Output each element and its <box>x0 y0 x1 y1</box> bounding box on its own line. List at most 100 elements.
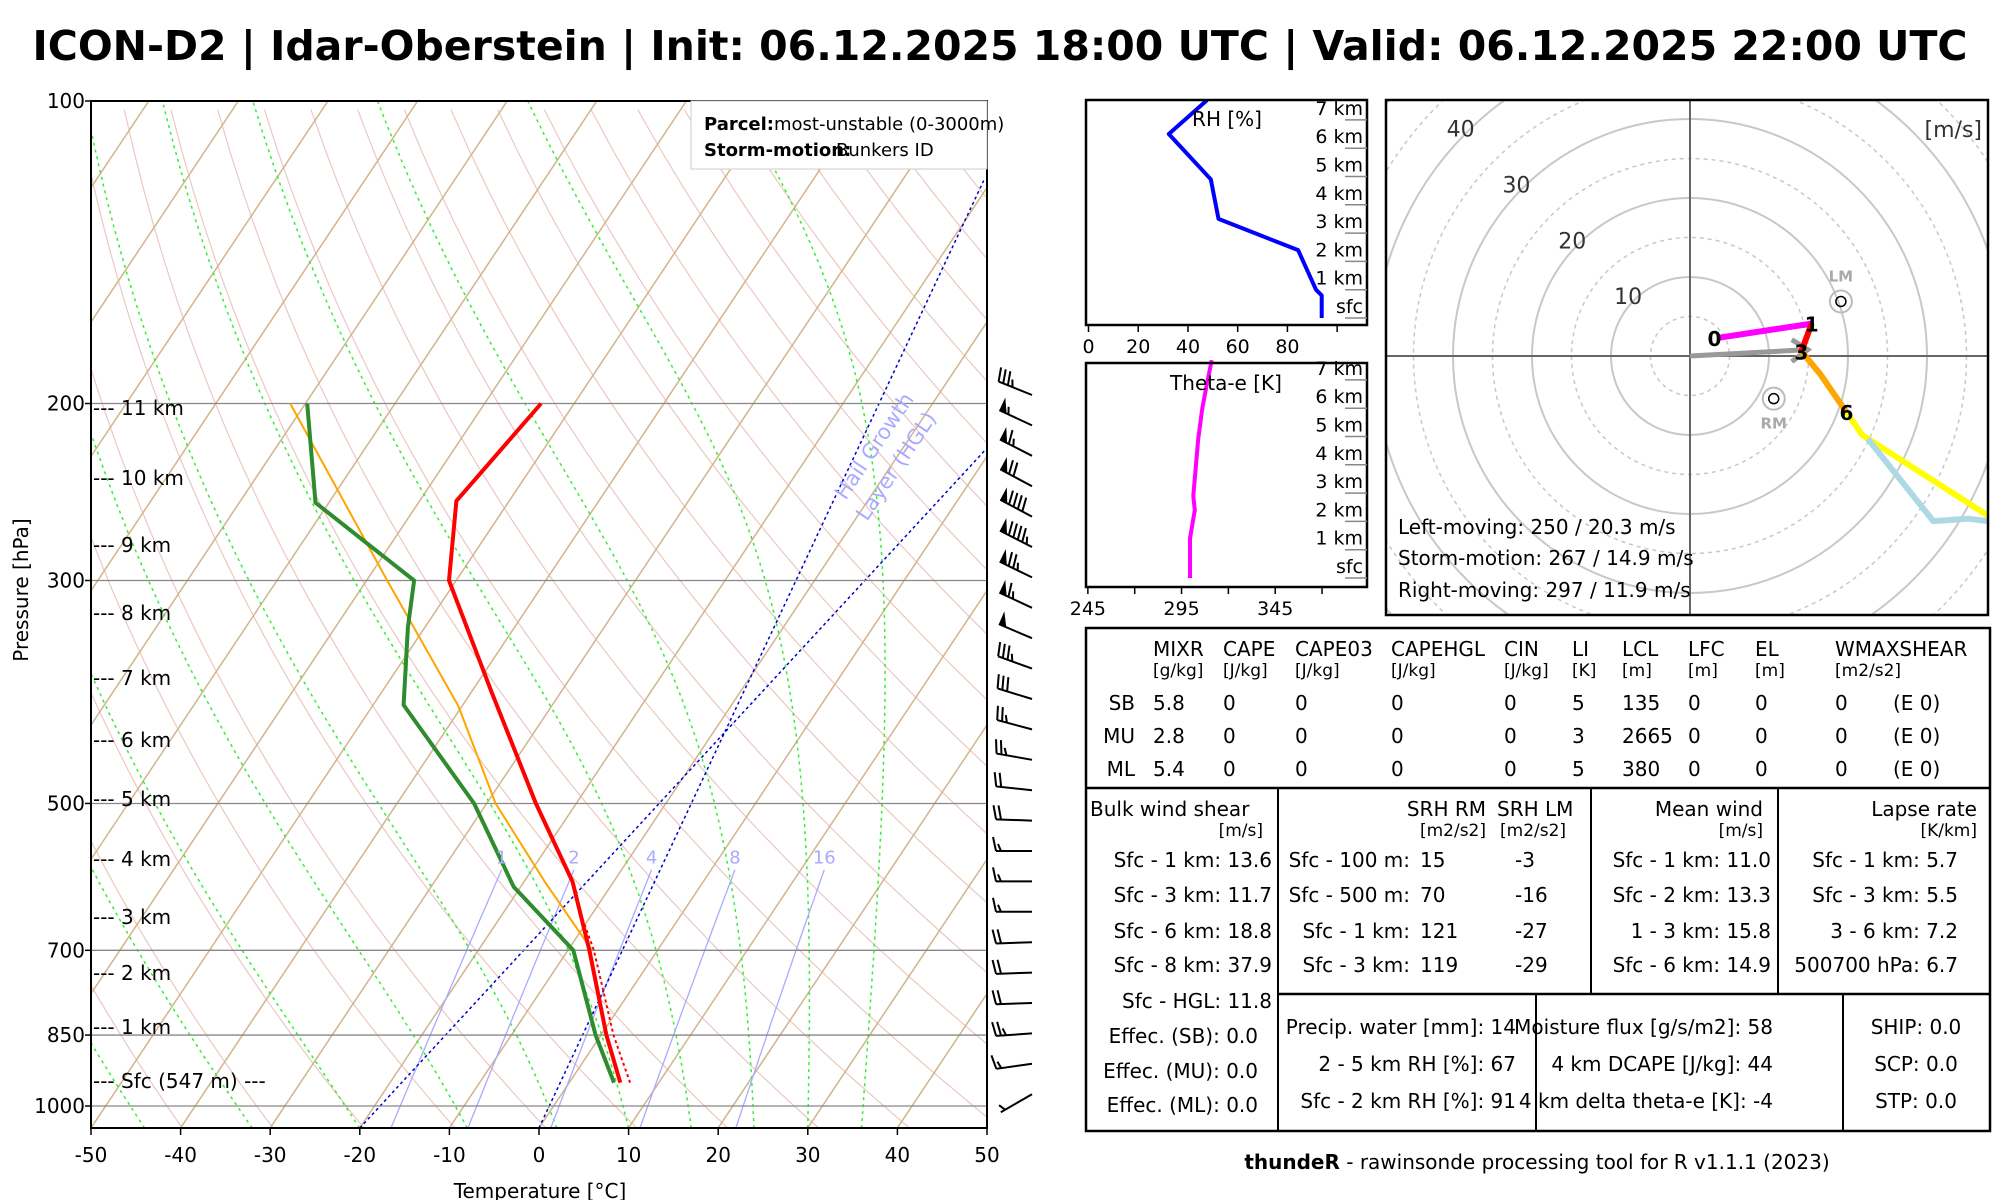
barb-full <box>996 674 1000 689</box>
srh-lm-value: -29 <box>1515 953 1548 977</box>
height-label: --- 11 km <box>93 396 184 420</box>
legend-box: most-unstable (0-3000m) Parcel: Bunkers … <box>690 100 1004 170</box>
barb-shaft <box>997 687 1033 700</box>
x-tick-label: 80 <box>1275 336 1299 358</box>
profile-line <box>1188 359 1214 578</box>
hodo-left-moving: Left-moving: 250 / 20.3 m/s <box>1398 515 1676 539</box>
table-cell: 0 <box>1504 724 1517 748</box>
x-tick-label: 295 <box>1163 598 1199 620</box>
wind-barb <box>992 897 1032 913</box>
index-row: STP: 0.0 <box>1875 1089 1957 1113</box>
barb-full <box>1007 551 1014 567</box>
mixing-ratio-label: 16 <box>813 848 836 869</box>
table-cell: 380 <box>1622 757 1660 781</box>
srh-lm-value: -27 <box>1515 919 1548 943</box>
height-label: --- 4 km <box>93 847 171 871</box>
dry-adiabat <box>590 109 987 636</box>
table-cell: 0 <box>1755 691 1768 715</box>
barb-full <box>991 929 997 944</box>
column-header: CAPEHGL <box>1391 637 1486 661</box>
height-label: 3 km <box>1315 471 1363 493</box>
height-label: 6 km <box>1315 386 1363 408</box>
height-label: 6 km <box>1315 126 1363 148</box>
barb-shaft <box>996 785 1033 792</box>
barb-full <box>992 836 997 852</box>
profile-line <box>1166 100 1324 318</box>
column-header: CAPE03 <box>1295 637 1373 661</box>
wind-barb <box>995 739 1033 761</box>
storm-motion-arrowhead <box>1790 337 1813 364</box>
mean-wind-row: Sfc - 6 km: 14.9 <box>1613 953 1771 977</box>
row-label: ML <box>1107 757 1136 781</box>
table-cell: 2665 <box>1622 724 1673 748</box>
barb-flag <box>999 426 1008 444</box>
isotherm <box>179 101 867 1128</box>
y-tick-label: 1000 <box>34 1094 85 1118</box>
x-tick-label: 0 <box>1082 336 1094 358</box>
height-label: --- 10 km <box>93 466 184 490</box>
barb-flag <box>1000 487 1008 504</box>
dry-adiabat <box>217 109 910 1128</box>
lapse-rate-row: Sfc - 3 km: 5.5 <box>1812 883 1958 907</box>
wind-barb <box>998 579 1033 609</box>
table-cell: 135 <box>1622 691 1660 715</box>
lapse-rate-unit: [K/km] <box>1920 821 1977 841</box>
legend-storm-label: Storm-motion: <box>704 140 851 161</box>
barb-shaft <box>995 941 1033 945</box>
table-cell: 0 <box>1223 724 1236 748</box>
dry-adiabat <box>123 109 729 1128</box>
dry-adiabat <box>403 109 987 904</box>
legend-storm-value: Bunkers ID <box>836 140 934 161</box>
storm-motion-arrow <box>1689 347 1808 359</box>
table-cell: 5.8 <box>1153 691 1185 715</box>
right_mover-label: RM <box>1760 415 1786 433</box>
barb-shaft <box>999 468 1033 488</box>
table-cell: 0 <box>1391 724 1404 748</box>
wind-barb <box>999 487 1033 518</box>
rh-title: RH [%] <box>1192 107 1262 131</box>
barb-shaft <box>998 380 1033 396</box>
x-tick-label: 60 <box>1226 336 1250 358</box>
x-tick-label: 245 <box>1070 598 1106 620</box>
skew-t-diagram: --- 11 km --- 10 km --- 9 km --- 8 km --- 7 … <box>9 89 1033 1200</box>
y-tick-label: 300 <box>47 569 85 593</box>
srh-row-label: Sfc - 500 m: <box>1289 883 1410 907</box>
column-header: EL <box>1755 637 1780 661</box>
bulk-shear-row: Effec. (SB): 0.0 <box>1109 1024 1258 1048</box>
srh-rm-unit: [m2/s2] <box>1420 821 1486 841</box>
row-label: SB <box>1109 691 1135 715</box>
column-unit: [m] <box>1688 661 1718 681</box>
table-cell-extra: (E 0) <box>1893 757 1940 781</box>
column-unit: [J/kg] <box>1391 661 1436 681</box>
wind-barb <box>991 959 1033 975</box>
barb-full <box>996 959 1002 974</box>
isotherm <box>538 454 987 1128</box>
srh-row-label: Sfc - 1 km: <box>1302 919 1410 943</box>
barb-full <box>995 739 998 754</box>
rh-panel: RH [%] 7 km 6 km 5 km 4 km 3 km 2 km 1 km sfc 0 2… <box>1082 98 1369 358</box>
isotherm <box>91 101 777 1128</box>
lapse-rate-row: 3 - 6 km: 7.2 <box>1830 919 1958 943</box>
hodo-storm-motion: Storm-motion: 267 / 14.9 m/s <box>1398 546 1694 570</box>
barb-full <box>1021 497 1028 512</box>
left_mover-marker <box>1828 289 1853 314</box>
row-label: MU <box>1103 724 1135 748</box>
temperature-line <box>447 402 623 1084</box>
ring-label: 40 <box>1447 118 1475 143</box>
x-tick-label: 30 <box>795 1143 820 1167</box>
barb-shaft <box>995 971 1033 975</box>
barb-shaft <box>996 1062 1033 1070</box>
isotherm <box>269 101 956 1128</box>
barb-shaft <box>999 498 1033 518</box>
barb-shaft <box>999 560 1033 579</box>
srh-row-label: Sfc - 3 km: <box>1302 953 1410 977</box>
column-header: LI <box>1572 637 1589 661</box>
dry-adiabat <box>91 366 547 1128</box>
isotherm <box>91 101 598 861</box>
height-labels: --- 11 km --- 10 km --- 9 km --- 8 km --- 7 … <box>93 396 266 1093</box>
dry-adiabat <box>91 535 456 1128</box>
isotherm <box>91 101 329 458</box>
height-label: 1 km <box>1315 268 1363 290</box>
barb-full <box>991 959 997 975</box>
bulk-shear-row: Effec. (ML): 0.0 <box>1107 1093 1258 1117</box>
